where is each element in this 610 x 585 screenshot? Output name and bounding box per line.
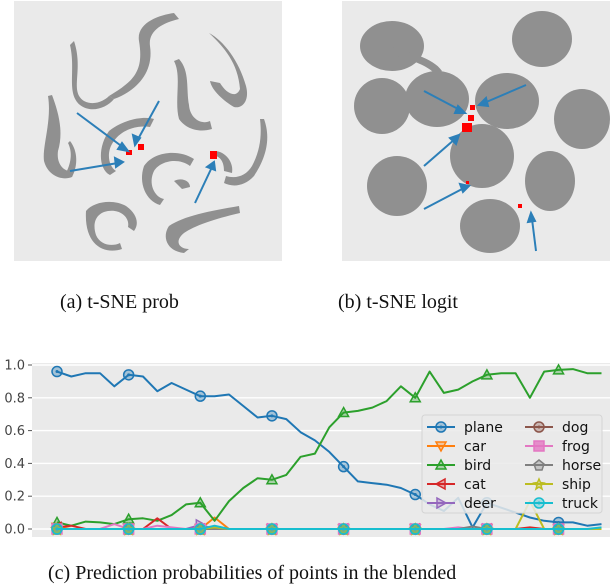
legend-entry-truck: truck	[525, 496, 599, 512]
legend-label: frog	[562, 439, 590, 455]
caption-tsne-logit: (b) t-SNE logit	[338, 291, 458, 313]
legend-entry-frog: frog	[525, 439, 590, 455]
y-axis: 0.0 0.2 0.4 0.6 0.8 1.0	[4, 359, 32, 538]
series-lines	[50, 363, 602, 536]
tsne-prob-plot	[14, 1, 282, 261]
caption-tsne-prob: (a) t-SNE prob	[60, 291, 179, 313]
legend-entry-plane: plane	[427, 420, 503, 436]
y-tick-label: 0.8	[4, 391, 25, 406]
prediction-probability-chart: 0.0 0.2 0.4 0.6 0.8 1.0 plane car bird cat deer do…	[4, 359, 610, 538]
legend-label: bird	[464, 458, 491, 474]
series-truck	[51, 523, 602, 535]
legend-label: cat	[464, 477, 486, 493]
legend-label: dog	[562, 420, 588, 436]
legend-entry-horse: horse	[525, 458, 601, 474]
legend-entry-deer: deer	[427, 496, 496, 512]
y-tick-label: 0.2	[4, 490, 25, 505]
legend-label: deer	[464, 496, 496, 512]
legend-entry-car: car	[427, 439, 486, 455]
legend-label: ship	[562, 477, 591, 493]
legend: plane car bird cat deer dog frog horse ship truck	[421, 414, 603, 514]
y-tick-label: 1.0	[4, 359, 25, 374]
legend-entry-ship: ship	[525, 477, 591, 493]
legend-label: truck	[562, 496, 599, 512]
arrows	[69, 100, 217, 204]
y-tick-label: 0.0	[4, 523, 25, 538]
tsne-prob-scatter	[43, 13, 268, 253]
legend-label: horse	[562, 458, 601, 474]
y-tick-label: 0.6	[4, 424, 25, 439]
tsne-logit-scatter	[354, 11, 610, 253]
legend-entry-cat: cat	[427, 477, 486, 493]
highlight-points	[126, 144, 217, 159]
legend-label: car	[464, 439, 486, 455]
y-tick-label: 0.4	[4, 457, 25, 472]
arrows	[423, 84, 537, 252]
highlight-points	[462, 105, 522, 208]
legend-label: plane	[464, 420, 503, 436]
tsne-logit-plot	[342, 1, 610, 261]
legend-entry-dog: dog	[525, 420, 588, 436]
caption-prediction-probabilities: (c) Prediction probabilities of points i…	[48, 562, 457, 584]
legend-entry-bird: bird	[427, 458, 491, 474]
